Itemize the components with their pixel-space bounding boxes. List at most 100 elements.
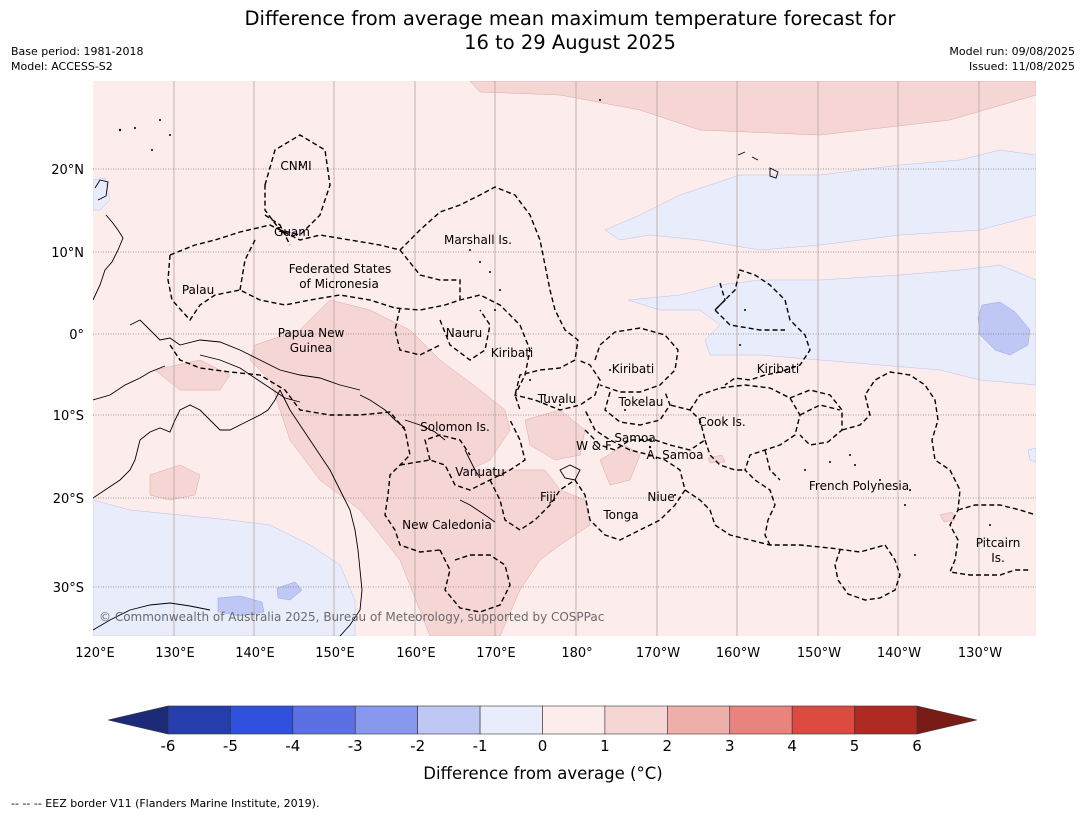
colorbar-cell	[604, 705, 668, 735]
label-kiribati-east: Kiribati	[757, 362, 799, 376]
eez-kiribati-south	[789, 389, 843, 446]
coast-moluccas	[129, 319, 181, 346]
eez-png-australia	[169, 344, 441, 553]
colorbar-label: Difference from average (°C)	[423, 764, 662, 783]
label-kiribati-central: Kiribati	[612, 362, 654, 376]
label-french-polynesia: French Polynesia	[809, 479, 909, 493]
label-guam: Guam	[274, 225, 310, 239]
colorbar-tick-label: -1	[473, 737, 488, 755]
eez-nauru	[439, 309, 491, 361]
map-figure: © Commonwealth of Australia 2025, Bureau…	[51, 81, 1036, 783]
lon-label: 150°E	[315, 646, 355, 661]
label-samoa: Samoa	[614, 431, 655, 445]
eez-french-polynesia-east	[841, 371, 1030, 576]
coast-new-guinea-north	[179, 339, 361, 391]
colorbar-tick-label: -6	[161, 737, 176, 755]
eez-palau-fsm	[239, 239, 256, 291]
colorbar-underflow-arrow	[107, 705, 169, 735]
eez-cnmi	[264, 134, 331, 236]
colorbar-tick-label: 0	[538, 737, 548, 755]
title-line-1: Difference from average mean maximum tem…	[244, 7, 896, 30]
label-kiribati-west: Kiribati	[491, 346, 533, 360]
colorbar-cell	[854, 705, 918, 735]
coast-australia-north	[93, 389, 281, 499]
cool-anomaly-regions	[93, 149, 1036, 636]
colorbar-tick-label: 3	[725, 737, 735, 755]
lat-label: 0°	[69, 328, 84, 343]
label-tuvalu: Tuvalu	[537, 392, 577, 406]
colorbar: -6 -5 -4 -3 -2 -1 0 1 2 3 4 5 6 Difference from aver…	[107, 705, 978, 783]
lon-label: 160°W	[716, 646, 760, 661]
colorbar-tick-label: 5	[850, 737, 860, 755]
label-png-line1: Papua New	[278, 326, 345, 340]
longitude-labels: 120°E 130°E 140°E 150°E 160°E 170°E 180°…	[75, 646, 1002, 661]
meridians	[173, 81, 980, 636]
coast-australia-south	[93, 602, 211, 631]
lon-label: 160°E	[396, 646, 436, 661]
eez-marshall-south	[399, 249, 461, 300]
colorbar-cell	[417, 705, 481, 735]
lon-label: 130°W	[958, 646, 1002, 661]
colorbar-cell	[542, 705, 606, 735]
place-labels: CNMI Guam Marshall Is. Federated States …	[182, 159, 1020, 565]
eez-kiribati-phoenix	[594, 327, 679, 393]
colorbar-cell	[667, 705, 731, 735]
label-american-samoa: A. Samoa	[647, 448, 704, 462]
label-cnmi: CNMI	[280, 159, 311, 173]
coast-new-guinea-south	[199, 354, 301, 403]
warm-region-north	[469, 81, 1036, 136]
eez-micronesia-marshall-north	[169, 186, 579, 411]
lat-label: 30°S	[53, 581, 84, 596]
eez-kiribati-line-inner	[714, 282, 785, 331]
warm-region-australia	[149, 464, 201, 501]
colorbar-tick-label: -3	[348, 737, 363, 755]
lon-label: 170°E	[476, 646, 516, 661]
eez-tokelau	[604, 391, 671, 426]
label-tokelau: Tokelau	[618, 395, 664, 409]
label-png-line2: Guinea	[290, 341, 333, 355]
label-new-caledonia: New Caledonia	[402, 518, 492, 532]
issued-date: Issued: 11/08/2025	[968, 60, 1075, 73]
lon-label: 130°E	[155, 646, 195, 661]
model-name: Model: ACCESS-S2	[11, 60, 113, 73]
label-wallis-futuna: W & F	[576, 439, 612, 453]
meta-left: Base period: 1981-2018 Model: ACCESS-S2	[11, 44, 143, 74]
lon-label: 150°W	[797, 646, 841, 661]
lat-label: 10°S	[53, 409, 84, 424]
cool-region-east-edge	[1027, 447, 1036, 463]
coast-solomon	[404, 419, 446, 441]
eez-vanuatu-north	[424, 434, 471, 461]
cool-region-equatorial	[627, 264, 1036, 386]
colorbar-cell	[167, 705, 231, 735]
colorbar-cell	[479, 705, 543, 735]
lon-label: 170°W	[636, 646, 680, 661]
warm-region-tonga	[599, 444, 641, 486]
eez-tuvalu	[513, 324, 601, 411]
label-nauru: Nauru	[446, 326, 482, 340]
cool-region-sw-patch	[217, 595, 265, 617]
eez-guam	[264, 214, 291, 246]
coast-taiwan	[94, 179, 109, 201]
lat-label: 20°S	[53, 492, 84, 507]
warm-region-small	[707, 454, 726, 464]
label-pitcairn-line1: Pitcairn	[976, 536, 1021, 550]
colorbar-ticks: -6 -5 -4 -3 -2 -1 0 1 2 3 4 5 6	[161, 737, 922, 755]
label-niue: Niue	[647, 490, 674, 504]
eez-png-north	[394, 307, 441, 356]
copyright-notice: © Commonwealth of Australia 2025, Bureau…	[99, 610, 604, 624]
coast-hawaii	[737, 151, 779, 179]
eez-cook-north	[689, 384, 801, 546]
title-line-2: 16 to 29 August 2025	[464, 31, 676, 54]
colorbar-cell	[230, 705, 294, 735]
coast-vanuatu	[464, 449, 481, 479]
lon-label: 180°	[561, 646, 592, 661]
colorbar-tick-label: -4	[285, 737, 300, 755]
footer-legend-note: -- -- -- EEZ border V11 (Flanders Marine…	[11, 797, 320, 810]
eez-kiribati-line-north	[714, 269, 811, 386]
colorbar-tick-label: -2	[410, 737, 425, 755]
colorbar-cell	[292, 705, 356, 735]
colorbar-tick-label: 4	[787, 737, 797, 755]
colorbar-cell	[791, 705, 855, 735]
label-fsm-line1: Federated States	[289, 262, 391, 276]
label-tonga: Tonga	[602, 508, 638, 522]
